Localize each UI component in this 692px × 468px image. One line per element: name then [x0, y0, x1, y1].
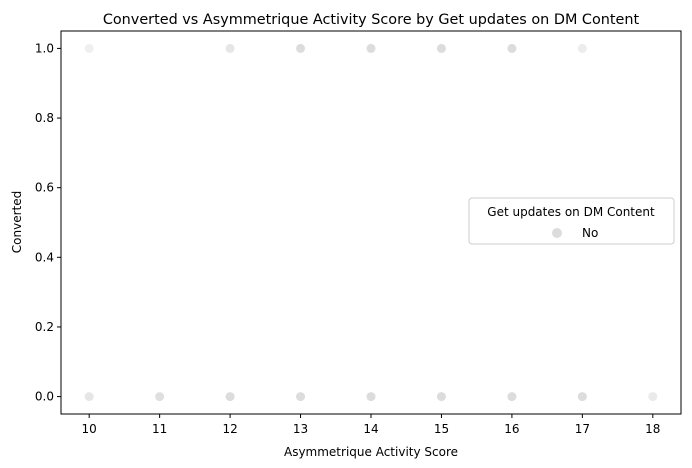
data-point — [84, 392, 94, 402]
legend-title: Get updates on DM Content — [487, 205, 655, 219]
data-point — [366, 392, 376, 402]
y-axis-label: Converted — [10, 191, 24, 253]
x-tick-label: 14 — [363, 422, 378, 436]
data-point — [577, 392, 587, 402]
x-axis-ticks: 10 11 12 13 14 15 16 17 18 — [82, 414, 660, 436]
data-point — [225, 43, 235, 53]
data-point — [296, 43, 306, 53]
y-tick-label: 0.6 — [35, 181, 54, 195]
chart-title: Converted vs Asymmetrique Activity Score… — [103, 12, 640, 28]
data-point — [507, 392, 517, 402]
data-point — [84, 43, 94, 53]
x-tick-label: 11 — [152, 422, 167, 436]
x-tick-label: 12 — [222, 422, 237, 436]
data-point — [507, 43, 517, 53]
data-point — [436, 43, 446, 53]
legend-marker-no — [552, 228, 562, 238]
y-tick-label: 0.8 — [35, 111, 54, 125]
data-point — [648, 392, 658, 402]
x-tick-label: 10 — [82, 422, 97, 436]
data-point — [155, 392, 165, 402]
x-tick-label: 15 — [434, 422, 449, 436]
data-point — [366, 43, 376, 53]
x-tick-label: 13 — [293, 422, 308, 436]
plot-points — [84, 43, 658, 402]
data-point — [225, 392, 235, 402]
data-point — [577, 43, 587, 53]
legend-box — [468, 197, 675, 245]
x-tick-label: 17 — [575, 422, 590, 436]
legend: Get updates on DM Content No — [468, 197, 675, 245]
y-tick-label: 1.0 — [35, 41, 54, 55]
x-axis-label: Asymmetrique Activity Score — [284, 445, 458, 459]
legend-entry-no: No — [582, 226, 598, 240]
y-tick-label: 0.0 — [35, 390, 54, 404]
y-axis-ticks: 0.0 0.2 0.4 0.6 0.8 1.0 — [35, 41, 61, 404]
y-tick-label: 0.4 — [35, 250, 54, 264]
x-tick-label: 16 — [504, 422, 519, 436]
x-tick-label: 18 — [645, 422, 660, 436]
data-point — [436, 392, 446, 402]
y-tick-label: 0.2 — [35, 320, 54, 334]
data-point — [296, 392, 306, 402]
